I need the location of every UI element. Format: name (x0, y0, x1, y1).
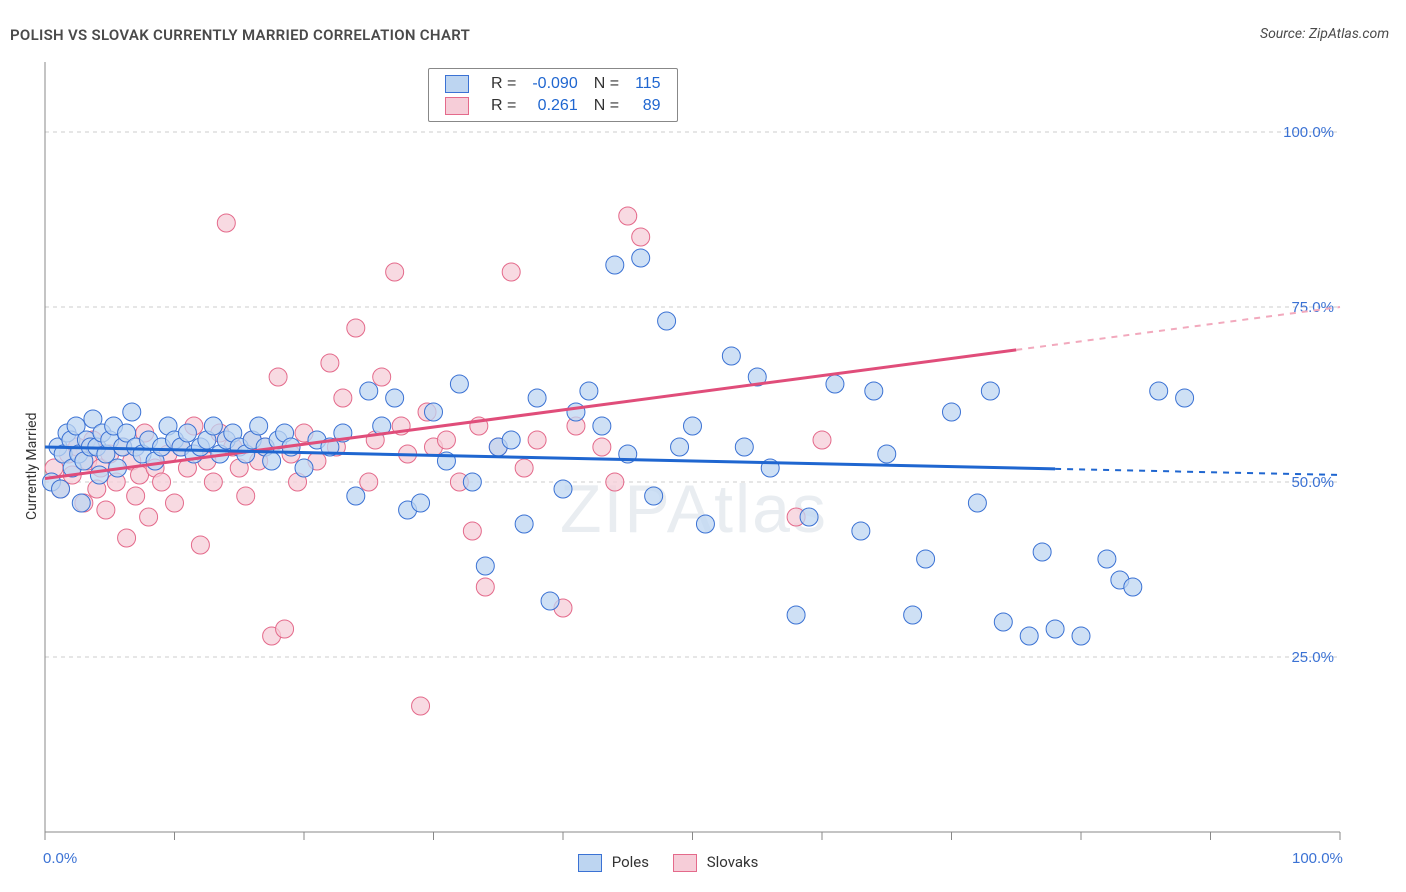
poles-swatch (445, 75, 469, 93)
x-axis-max-label: 100.0% (1292, 850, 1343, 867)
svg-text:25.0%: 25.0% (1291, 649, 1334, 666)
poles-r-value: -0.090 (532, 75, 577, 92)
series-legend: Poles Slovaks (578, 853, 758, 872)
poles-label: Poles (612, 853, 649, 871)
legend-item-slovaks: Slovaks (673, 853, 758, 872)
x-axis-min-label: 0.0% (43, 850, 77, 867)
svg-text:50.0%: 50.0% (1291, 474, 1334, 491)
slovaks-swatch (673, 854, 697, 872)
slovaks-n-value: 89 (643, 97, 661, 114)
slovaks-r-value: 0.261 (538, 97, 578, 114)
slovaks-label: Slovaks (707, 853, 759, 871)
legend-row-poles: R = -0.090 N = 115 (437, 73, 669, 95)
correlation-legend: R = -0.090 N = 115 R = 0.261 N = 89 (428, 68, 678, 122)
stat-R-label: R = (491, 97, 516, 114)
poles-swatch (578, 854, 602, 872)
stat-N-label: N = (594, 97, 619, 114)
svg-text:75.0%: 75.0% (1291, 299, 1334, 316)
legend-item-poles: Poles (578, 853, 649, 872)
poles-n-value: 115 (635, 75, 661, 92)
legend-row-slovaks: R = 0.261 N = 89 (437, 95, 669, 117)
scatter-chart: 25.0% 50.0% 75.0% 100.0% (0, 0, 1406, 892)
slovaks-swatch (445, 97, 469, 115)
stat-N-label: N = (594, 75, 619, 92)
stat-R-label: R = (491, 75, 516, 92)
svg-text:100.0%: 100.0% (1283, 124, 1334, 141)
